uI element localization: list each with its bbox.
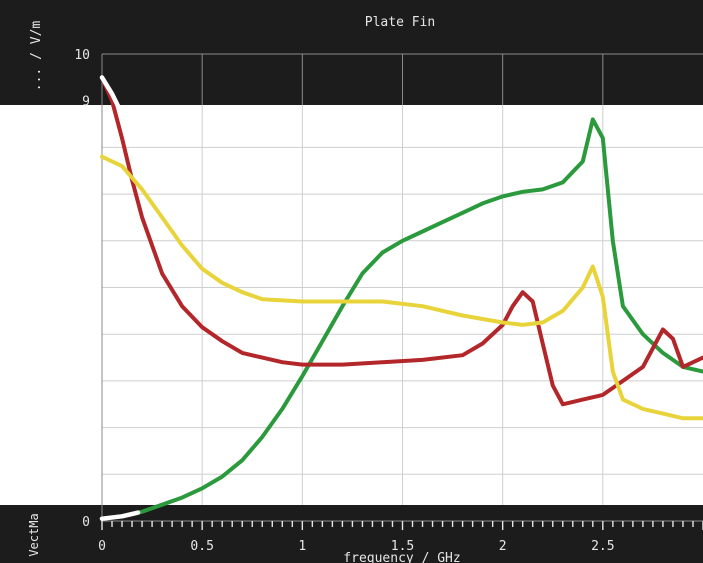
tick-layer: 0 0.5 1 1.5 2 2.5 0 9 10 [74, 48, 703, 554]
trace-highlight-1 [99, 510, 141, 521]
y-tick-label: 0 [82, 515, 90, 530]
x-tick-label: 2.5 [591, 539, 614, 554]
x-tick-label: 1 [298, 539, 306, 554]
x-tick-label: 2 [499, 539, 507, 554]
chart-title: Plate Fin [365, 15, 435, 30]
plot-area [0, 105, 703, 505]
y-tick-label: 10 [74, 48, 90, 63]
series-layer [99, 75, 703, 521]
x-tick-label: 0 [98, 539, 106, 554]
y-axis-label: ... / V/m [29, 21, 44, 92]
series-line-3 [100, 154, 703, 421]
trace-highlight-2 [99, 75, 123, 113]
side-label: VectMa [27, 513, 41, 556]
top-frame-band [0, 0, 703, 105]
y-tick-label: 9 [82, 95, 90, 110]
x-tick-label: 0.5 [190, 539, 213, 554]
x-tick-label: 1.5 [391, 539, 414, 554]
x-axis-label: frequency / GHz [343, 551, 460, 563]
series-line-1 [100, 117, 703, 521]
